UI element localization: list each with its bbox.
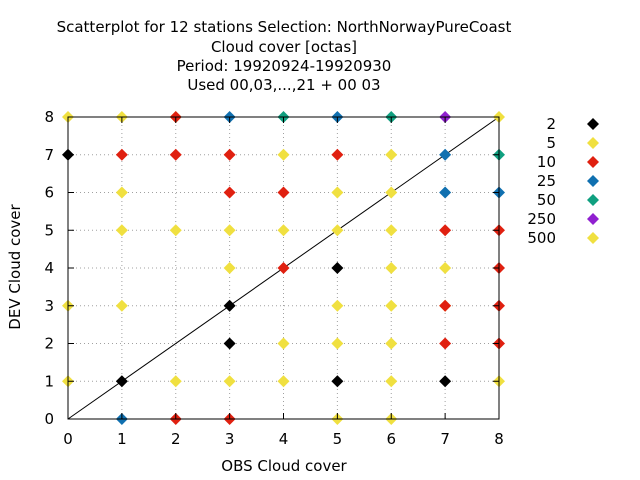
- legend-label-25: 25: [537, 172, 556, 190]
- point-series-5-18: [331, 224, 344, 237]
- axis-ticks: 0 1 2 3 4 5 6 7 8 0 1 2 3 4 5 6 7 8: [44, 108, 503, 448]
- x-tick-label-4: 4: [279, 430, 289, 448]
- point-series-5-7: [115, 299, 128, 312]
- x-tick-label-5: 5: [333, 430, 343, 448]
- point-series-2-1: [115, 375, 128, 388]
- legend-label-500: 500: [527, 229, 556, 247]
- point-series-5-12: [223, 375, 236, 388]
- chart-title-line-2: Cloud cover [octas]: [211, 38, 357, 56]
- x-tick-label-0: 0: [63, 430, 73, 448]
- point-series-10-1: [115, 148, 128, 161]
- chart-title-line-4: Used 00,03,...,21 + 00 03: [187, 76, 380, 94]
- legend-marker-250: [587, 213, 599, 225]
- point-series-5-19: [331, 299, 344, 312]
- point-series-5-30: [439, 262, 452, 274]
- point-series-2-4: [331, 262, 344, 274]
- y-tick-label-3: 3: [44, 297, 54, 315]
- legend-marker-10: [587, 156, 599, 168]
- point-series-2-3: [223, 337, 236, 350]
- point-series-5-16: [277, 375, 290, 388]
- y-tick-label-6: 6: [44, 184, 54, 202]
- point-series-2-6: [439, 375, 452, 388]
- y-tick-label-2: 2: [44, 335, 54, 353]
- point-series-5-26: [385, 299, 398, 312]
- legend-label-50: 50: [537, 191, 556, 209]
- point-series-25-2: [439, 148, 452, 161]
- point-series-5-14: [277, 224, 290, 237]
- legend-label-250: 250: [527, 210, 556, 228]
- point-series-2-2: [223, 299, 236, 312]
- legend-marker-500: [587, 232, 599, 244]
- point-series-10-4: [331, 148, 344, 161]
- point-series-10-3: [223, 148, 236, 161]
- point-series-5-22: [385, 148, 398, 161]
- legend-label-2: 2: [546, 115, 556, 133]
- point-series-5-6: [115, 224, 128, 237]
- legend-label-10: 10: [537, 153, 556, 171]
- point-series-10-6: [277, 186, 290, 199]
- point-series-5-28: [385, 375, 398, 388]
- x-tick-label-3: 3: [225, 430, 235, 448]
- point-series-10-11: [439, 299, 452, 312]
- x-tick-label-8: 8: [494, 430, 504, 448]
- point-series-5-25: [385, 262, 398, 274]
- x-tick-label-2: 2: [171, 430, 181, 448]
- legend-label-5: 5: [546, 134, 556, 152]
- chart-title-line-3: Period: 19920924-19920930: [177, 57, 392, 75]
- y-tick-label-7: 7: [44, 146, 54, 164]
- point-series-10-13: [439, 337, 452, 350]
- point-series-2-5: [331, 375, 344, 388]
- point-series-10-5: [223, 186, 236, 199]
- legend-marker-2: [587, 118, 599, 130]
- point-series-25-3: [439, 186, 452, 199]
- point-series-5-11: [223, 262, 236, 274]
- y-axis-label: DEV Cloud cover: [6, 203, 24, 329]
- x-tick-label-7: 7: [440, 430, 450, 448]
- point-series-5-27: [385, 337, 398, 350]
- point-series-5-20: [331, 337, 344, 350]
- y-tick-label-1: 1: [44, 372, 54, 390]
- y-tick-label-8: 8: [44, 108, 54, 126]
- y-tick-label-5: 5: [44, 221, 54, 239]
- x-tick-label-1: 1: [117, 430, 127, 448]
- point-series-5-13: [277, 148, 290, 161]
- legend-marker-50: [587, 194, 599, 206]
- point-series-5-8: [169, 224, 182, 237]
- legend-marker-25: [587, 175, 599, 187]
- chart-title-line-1: Scatterplot for 12 stations Selection: N…: [57, 18, 512, 36]
- point-series-5-15: [277, 337, 290, 350]
- point-series-5-5: [115, 186, 128, 199]
- point-series-10-7: [277, 262, 290, 274]
- x-tick-label-6: 6: [386, 430, 396, 448]
- point-series-5-10: [223, 224, 236, 237]
- y-tick-label-4: 4: [44, 259, 54, 277]
- point-series-10-2: [169, 148, 182, 161]
- y-tick-label-0: 0: [44, 410, 54, 428]
- point-series-5-17: [331, 186, 344, 199]
- data-points: [62, 111, 505, 425]
- point-series-5-9: [169, 375, 182, 388]
- point-series-10-8: [439, 224, 452, 237]
- point-series-5-24: [385, 224, 398, 237]
- legend-marker-5: [587, 137, 599, 149]
- point-series-5-23: [385, 186, 398, 199]
- x-axis-label: OBS Cloud cover: [221, 457, 347, 475]
